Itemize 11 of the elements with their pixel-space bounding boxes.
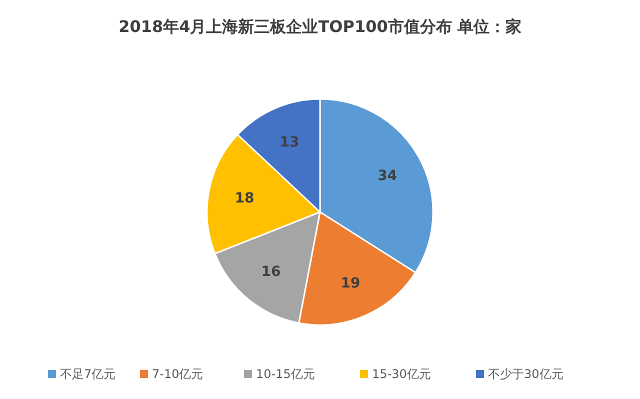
data-label: 18 [234,190,254,207]
legend-label: 10-15亿元 [256,367,315,381]
data-label: 16 [261,264,281,280]
data-label: 13 [280,134,300,150]
chart-title: 2018年4月上海新三板企业TOP100市值分布 单位：家 [118,17,522,36]
legend-label: 不足7亿元 [60,367,116,381]
data-label: 19 [340,276,360,292]
legend-label: 7-10亿元 [152,367,204,381]
data-label: 34 [378,168,398,184]
legend-label: 不少于30亿元 [488,367,564,381]
legend-label: 15-30亿元 [372,367,431,381]
